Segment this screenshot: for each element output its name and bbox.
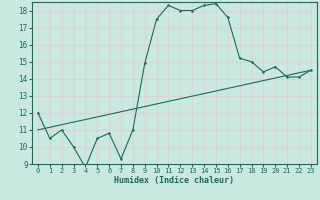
X-axis label: Humidex (Indice chaleur): Humidex (Indice chaleur) <box>115 176 234 185</box>
